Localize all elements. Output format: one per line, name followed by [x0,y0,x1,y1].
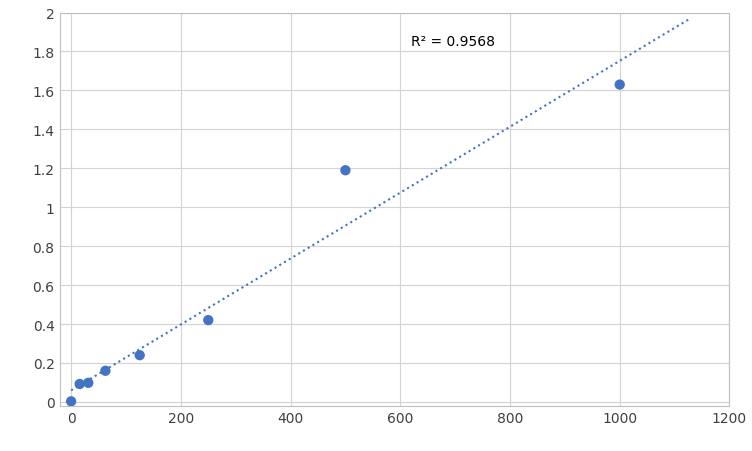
Point [614,82,626,89]
Text: R² = 0.9568: R² = 0.9568 [411,35,496,49]
Point [339,167,351,175]
Point [99,367,111,374]
Point [74,381,86,388]
Point [134,352,146,359]
Point [202,317,214,324]
Point [65,398,77,405]
Point [82,379,94,387]
